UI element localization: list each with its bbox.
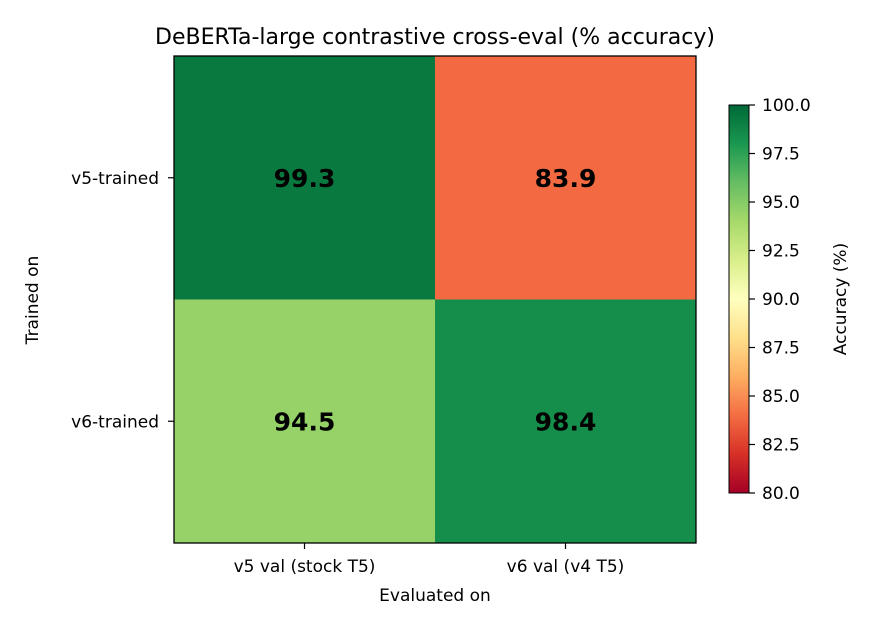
chart-title: DeBERTa-large contrastive cross-eval (% … <box>155 25 715 50</box>
heatmap-cell <box>435 56 696 300</box>
colorbar-tick-label: 100.0 <box>762 96 811 116</box>
cell-value-label: 99.3 <box>274 164 336 193</box>
colorbar-label: Accuracy (%) <box>831 243 851 355</box>
y-tick-label: v5-trained <box>71 169 159 189</box>
x-axis-ticks: v5 val (stock T5) v6 val (v4 T5) <box>234 543 625 577</box>
heatmap-cell <box>174 56 435 300</box>
colorbar-ticks: 100.0 97.5 95.0 92.5 90.0 87.5 85.0 82.5 80.0 <box>749 96 811 504</box>
colorbar-tick-label: 85.0 <box>762 387 800 407</box>
colorbar-tick-label: 80.0 <box>762 484 800 504</box>
cell-value-label: 83.9 <box>535 164 597 193</box>
colorbar-tick-label: 97.5 <box>762 145 800 165</box>
colorbar-tick-label: 92.5 <box>762 242 800 262</box>
x-tick-label: v6 val (v4 T5) <box>507 557 625 577</box>
heatmap-cell <box>435 299 696 543</box>
colorbar-tick-label: 90.0 <box>762 290 800 310</box>
colorbar-tick-label: 95.0 <box>762 193 800 213</box>
colorbar-tick-label: 87.5 <box>762 339 800 359</box>
x-axis-label: Evaluated on <box>379 586 491 606</box>
y-tick-label: v6-trained <box>71 412 159 432</box>
colorbar <box>728 104 750 494</box>
y-axis-ticks: v5-trained v6-trained <box>71 169 174 432</box>
colorbar-tick-label: 82.5 <box>762 436 800 456</box>
cell-value-label: 94.5 <box>274 407 336 436</box>
cell-value-labels: 99.3 83.9 94.5 98.4 <box>274 164 597 437</box>
heatmap-cells <box>174 56 696 543</box>
x-tick-label: v5 val (stock T5) <box>234 557 376 577</box>
heatmap-cell <box>174 299 435 543</box>
y-axis-label: Trained on <box>23 256 43 346</box>
plot-frame <box>173 55 697 544</box>
cell-value-label: 98.4 <box>535 407 597 436</box>
